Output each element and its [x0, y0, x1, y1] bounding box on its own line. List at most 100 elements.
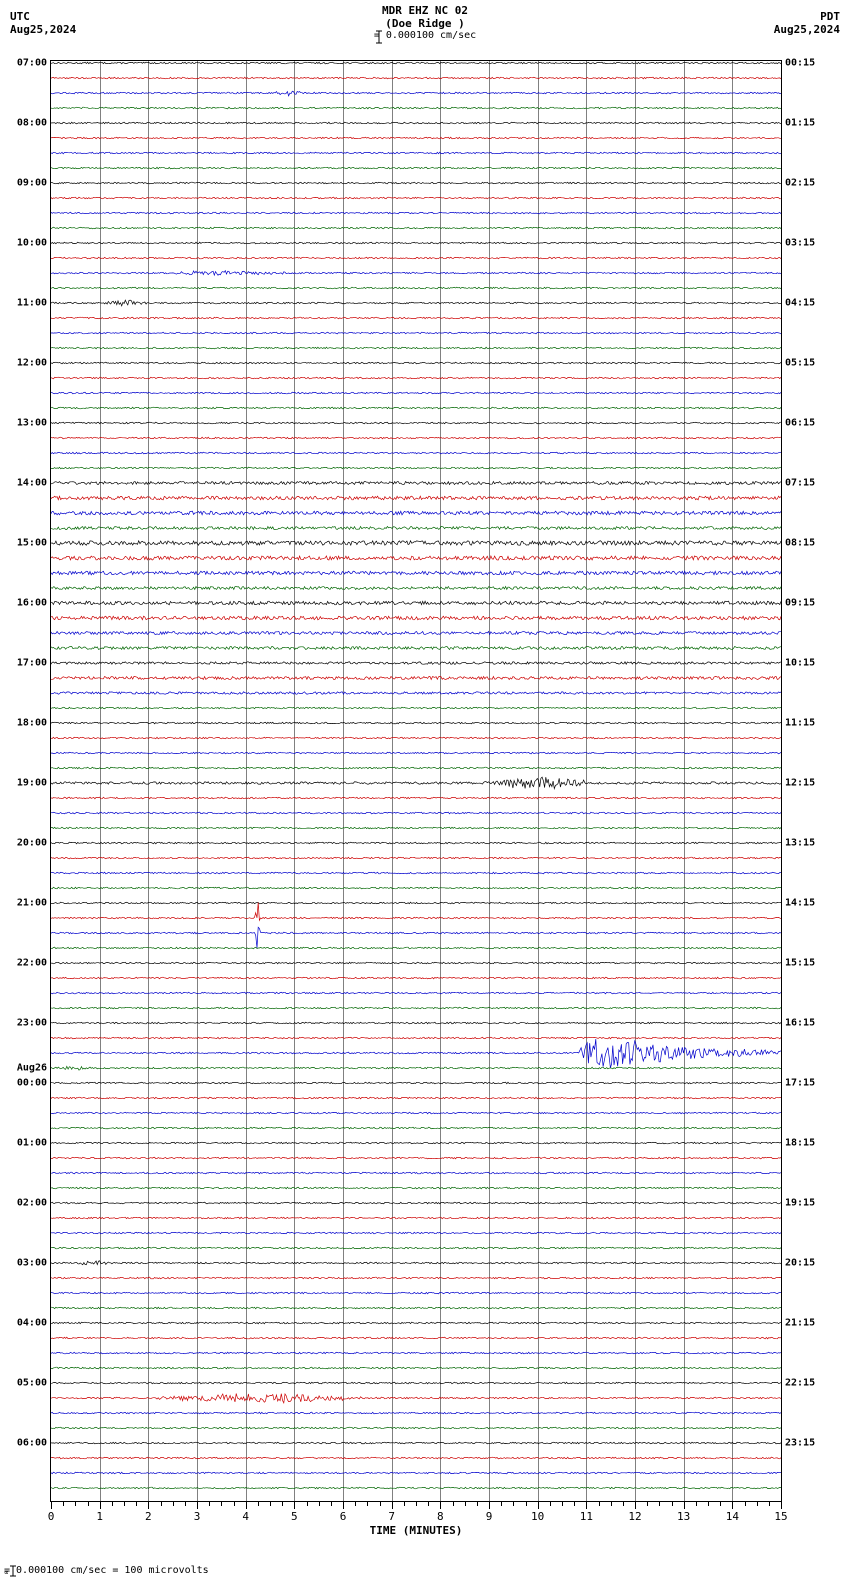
seismic-trace	[51, 182, 781, 184]
tick-minor	[331, 1501, 332, 1506]
seismic-trace	[51, 452, 781, 454]
seismic-trace	[51, 496, 781, 500]
tick-minor	[319, 1501, 320, 1506]
x-tick-label: 5	[291, 1510, 298, 1523]
seismic-trace	[51, 377, 781, 379]
seismic-trace	[51, 1066, 781, 1070]
seismic-trace	[51, 812, 781, 814]
seismic-trace	[51, 1382, 781, 1384]
seismic-trace	[51, 1112, 781, 1114]
tick-minor	[185, 1501, 186, 1506]
right-date: Aug25,2024	[774, 23, 840, 36]
seismic-trace	[51, 632, 781, 635]
seismic-trace	[51, 347, 781, 349]
y-label-right: 03:15	[785, 238, 815, 249]
tick-major	[586, 1501, 587, 1509]
seismic-trace	[51, 1427, 781, 1429]
y-label-right: 10:15	[785, 658, 815, 669]
y-label-left: 23:00	[17, 1018, 47, 1029]
seismic-trace	[51, 77, 781, 79]
seismic-trace	[51, 152, 781, 154]
scale-label: = 0.000100 cm/sec	[0, 30, 850, 41]
y-label-left: 11:00	[17, 298, 47, 309]
tick-minor	[355, 1501, 356, 1506]
y-label-right: 15:15	[785, 958, 815, 969]
seismic-trace	[51, 677, 781, 680]
y-label-left: 05:00	[17, 1378, 47, 1389]
y-label-right: 09:15	[785, 598, 815, 609]
y-label-left: 21:00	[17, 898, 47, 909]
seismic-trace	[51, 777, 781, 789]
seismic-trace	[51, 692, 781, 694]
x-tick-label: 8	[437, 1510, 444, 1523]
seismic-trace	[51, 962, 781, 964]
seismic-trace	[51, 872, 781, 874]
y-label-right: 04:15	[785, 298, 815, 309]
tick-minor	[562, 1501, 563, 1506]
seismic-trace	[51, 1487, 781, 1489]
x-tick-label: 12	[628, 1510, 641, 1523]
y-label-left: 03:00	[17, 1258, 47, 1269]
y-label-right: 23:15	[785, 1438, 815, 1449]
tick-major	[732, 1501, 733, 1509]
tick-minor	[647, 1501, 648, 1506]
seismic-trace	[51, 887, 781, 889]
seismic-trace	[51, 827, 781, 829]
seismic-trace	[51, 407, 781, 409]
y-label-left: 17:00	[17, 658, 47, 669]
y-label-right: 02:15	[785, 178, 815, 189]
y-label-left: 20:00	[17, 838, 47, 849]
header-left: UTC Aug25,2024	[10, 10, 76, 36]
y-label-left: 09:00	[17, 178, 47, 189]
seismic-trace	[51, 271, 781, 276]
seismic-trace	[51, 767, 781, 769]
y-label-left: 13:00	[17, 418, 47, 429]
x-tick-label: 13	[677, 1510, 690, 1523]
seismic-trace	[51, 1277, 781, 1279]
tick-minor	[161, 1501, 162, 1506]
seismic-trace	[51, 1337, 781, 1339]
left-date: Aug25,2024	[10, 23, 76, 36]
y-label-right: 08:15	[785, 538, 815, 549]
x-tick-label: 4	[242, 1510, 249, 1523]
tick-minor	[75, 1501, 76, 1506]
tick-minor	[477, 1501, 478, 1506]
seismic-trace	[51, 212, 781, 214]
seismic-trace	[51, 1292, 781, 1294]
seismic-trace	[51, 1187, 781, 1189]
y-label-left: 04:00	[17, 1318, 47, 1329]
seismic-trace	[51, 197, 781, 199]
y-label-left: 12:00	[17, 358, 47, 369]
tick-minor	[453, 1501, 454, 1506]
y-label-left: 19:00	[17, 778, 47, 789]
seismic-trace	[51, 842, 781, 844]
seismic-trace	[51, 62, 781, 64]
tick-major	[246, 1501, 247, 1509]
y-label-right: 22:15	[785, 1378, 815, 1389]
seismic-trace	[51, 332, 781, 334]
tick-major	[781, 1501, 782, 1509]
x-tick-label: 14	[726, 1510, 739, 1523]
seismic-trace	[51, 257, 781, 259]
seismic-trace	[51, 1247, 781, 1249]
y-label-left: 10:00	[17, 238, 47, 249]
y-label-left: Aug26	[17, 1063, 47, 1074]
tick-minor	[550, 1501, 551, 1506]
x-tick-label: 11	[580, 1510, 593, 1523]
tick-major	[538, 1501, 539, 1509]
seismic-trace	[51, 1307, 781, 1309]
tick-minor	[574, 1501, 575, 1506]
tick-minor	[124, 1501, 125, 1506]
seismic-trace	[51, 616, 781, 620]
y-label-left: 08:00	[17, 118, 47, 129]
tick-minor	[745, 1501, 746, 1506]
tick-major	[197, 1501, 198, 1509]
tick-major	[343, 1501, 344, 1509]
seismic-trace	[51, 422, 781, 424]
x-tick-label: 7	[388, 1510, 395, 1523]
seismic-trace	[51, 1472, 781, 1474]
y-label-right: 06:15	[785, 418, 815, 429]
svg-text:∝: ∝	[4, 1568, 9, 1577]
y-label-left: 15:00	[17, 538, 47, 549]
y-label-left: 02:00	[17, 1198, 47, 1209]
